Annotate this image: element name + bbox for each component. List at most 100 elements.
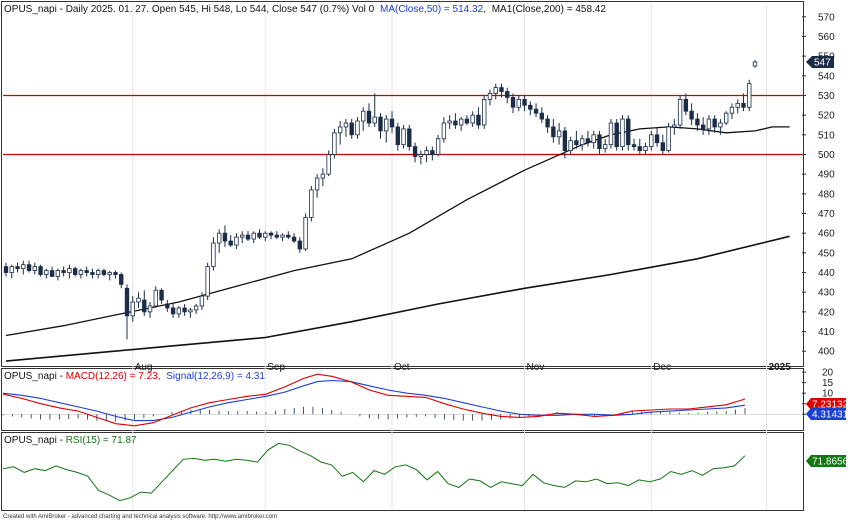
- candle: [689, 103, 694, 125]
- candle: [67, 264, 72, 279]
- candle: [631, 138, 637, 151]
- price-tick-label: 540: [818, 71, 835, 82]
- candle: [303, 213, 308, 251]
- candle: [182, 304, 187, 316]
- price-tick-label: 440: [818, 268, 835, 279]
- candle: [718, 119, 723, 135]
- candle: [562, 126, 568, 159]
- candle: [741, 93, 746, 112]
- price-tick-label: 570: [818, 12, 835, 23]
- macd-badge: 7.23132: [806, 398, 849, 411]
- candle: [729, 103, 735, 120]
- candle: [170, 304, 176, 318]
- macd-pane-title: OPUS_napi - MACD(12,26) = 7.23, Signal(1…: [4, 371, 265, 382]
- candle: [136, 292, 141, 308]
- candle: [568, 136, 573, 155]
- candle: [44, 268, 49, 279]
- candle: [49, 266, 55, 277]
- candle: [752, 60, 758, 68]
- candle: [72, 266, 78, 277]
- price-tick-label: 490: [818, 170, 835, 181]
- candle: [26, 260, 32, 273]
- candle: [458, 117, 464, 131]
- price-tick-label: 430: [818, 288, 835, 299]
- candle: [395, 123, 400, 151]
- candle: [585, 130, 591, 147]
- candle: [643, 142, 648, 155]
- candle: [142, 290, 147, 316]
- candle: [55, 268, 61, 281]
- macd-line: [2, 373, 746, 427]
- candle: [712, 115, 717, 133]
- rsi-legend: RSI(15) = 71.87: [66, 435, 137, 446]
- candle: [401, 124, 406, 149]
- candle: [101, 268, 107, 277]
- candle: [412, 142, 418, 163]
- candle: [205, 262, 210, 301]
- candle: [366, 103, 372, 127]
- candle: [228, 235, 233, 247]
- candle: [522, 95, 527, 112]
- candle: [211, 237, 216, 271]
- candle: [533, 103, 539, 118]
- candle: [539, 107, 545, 124]
- candle: [724, 111, 729, 125]
- candle: [545, 115, 550, 133]
- candle: [263, 231, 268, 242]
- candle: [654, 126, 660, 147]
- candle: [666, 123, 671, 153]
- candle: [343, 119, 349, 137]
- candle: [747, 79, 752, 112]
- candle: [430, 146, 435, 161]
- candle: [418, 150, 424, 165]
- candle: [424, 146, 429, 163]
- candle: [193, 304, 199, 314]
- candle: [683, 93, 689, 116]
- candle: [349, 119, 354, 139]
- candle: [482, 95, 487, 129]
- candle: [199, 292, 205, 310]
- candle: [372, 93, 377, 127]
- candle: [579, 134, 585, 151]
- candle: [706, 115, 712, 135]
- candle: [320, 168, 326, 186]
- candle: [510, 93, 516, 114]
- candle: [493, 83, 498, 100]
- candle: [95, 268, 101, 279]
- ma200-legend: MA1(Close,200) = 458.42: [492, 4, 607, 15]
- candle: [672, 119, 677, 135]
- candle: [556, 123, 562, 145]
- candle: [614, 119, 619, 151]
- macd-tick-label: 15: [822, 378, 834, 389]
- candle: [332, 128, 337, 159]
- macd-prefix: OPUS_napi -: [4, 371, 66, 382]
- candle: [476, 107, 481, 129]
- signal-legend: Signal(12,26,9) = 4.31: [166, 371, 265, 382]
- candle: [378, 113, 383, 139]
- candle: [9, 264, 14, 279]
- candle: [119, 272, 124, 289]
- candle: [453, 113, 458, 129]
- price-pane: [1, 1, 804, 367]
- candle: [447, 115, 452, 129]
- rsi-pane: [1, 432, 804, 511]
- price-tick-label: 500: [818, 150, 835, 161]
- price-tick-label: 510: [818, 130, 835, 141]
- candle: [649, 130, 654, 151]
- candle: [314, 174, 320, 198]
- candle: [326, 150, 331, 177]
- candle: [499, 83, 504, 98]
- candle: [268, 231, 274, 240]
- candle: [240, 231, 245, 244]
- candle: [245, 231, 251, 242]
- macd-tick-label: 10: [822, 389, 834, 400]
- candle: [355, 117, 360, 139]
- month-label: 2025: [769, 362, 792, 373]
- price-tick-label: 560: [818, 32, 835, 43]
- price-tick-label: 470: [818, 209, 835, 220]
- candle: [337, 121, 343, 145]
- candle: [251, 231, 256, 244]
- rsi-badge: 71.8656: [806, 455, 849, 468]
- candle: [90, 268, 95, 279]
- candle: [107, 270, 112, 281]
